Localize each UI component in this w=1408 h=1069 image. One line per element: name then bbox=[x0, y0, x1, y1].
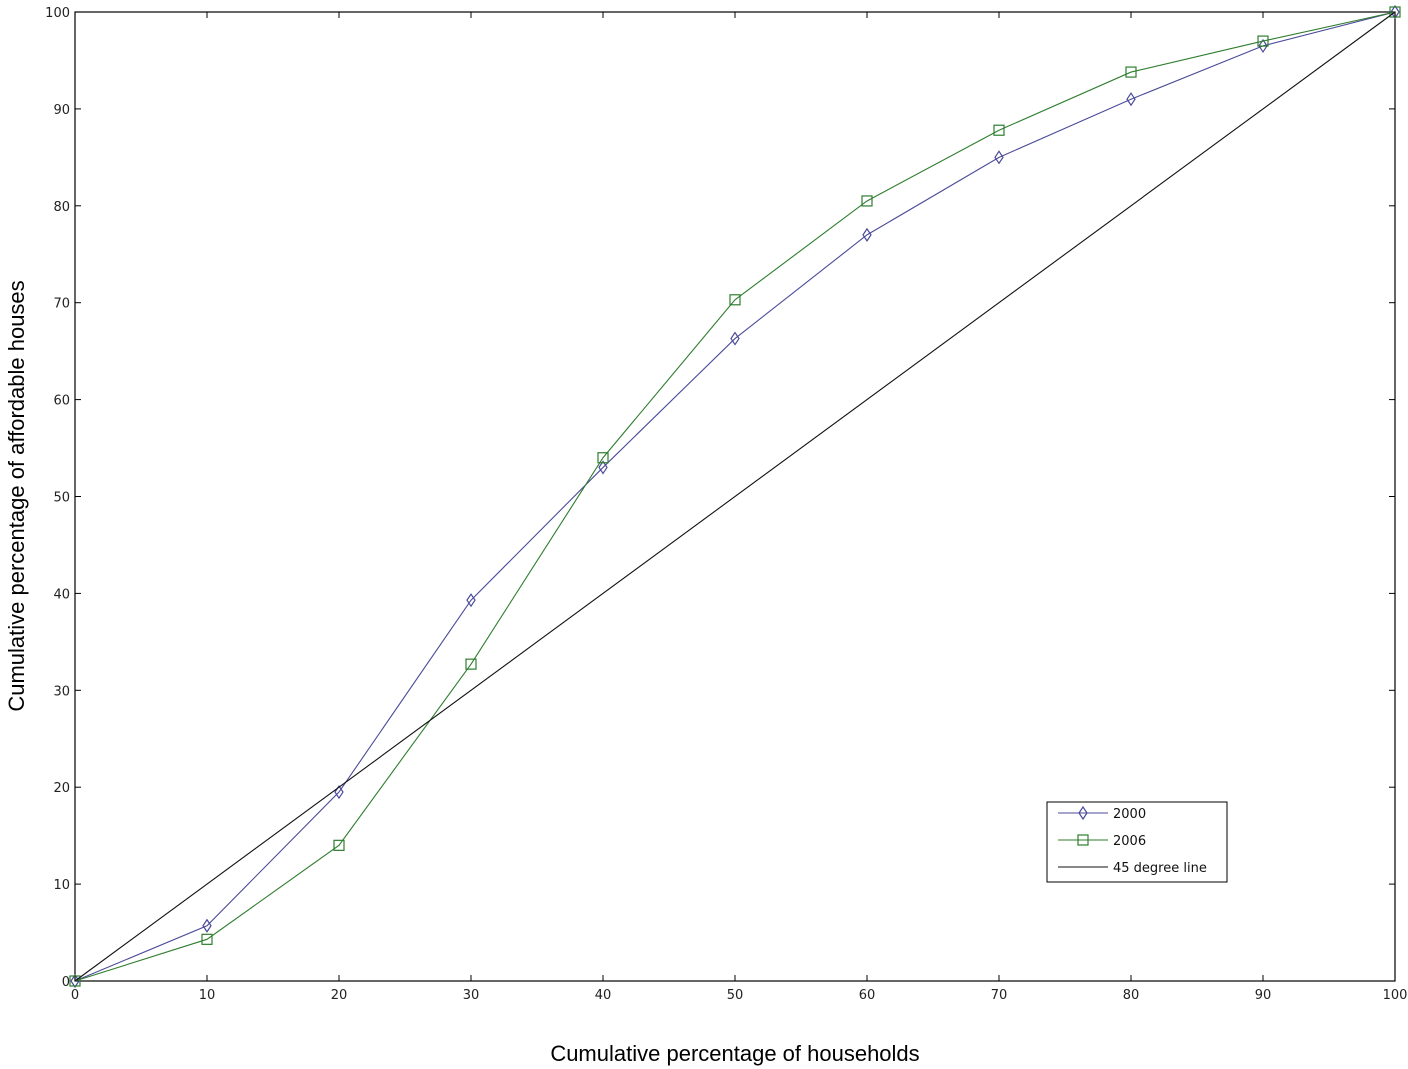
x-tick-label: 30 bbox=[463, 988, 480, 1003]
data-point-2000 bbox=[730, 331, 740, 346]
legend-marker-2006 bbox=[1077, 834, 1089, 846]
data-point-2000 bbox=[202, 918, 212, 933]
legend-label-2006: 2006 bbox=[1113, 834, 1146, 849]
data-point-2000 bbox=[994, 150, 1004, 165]
data-point-2006 bbox=[729, 294, 741, 306]
y-tick-label: 90 bbox=[53, 103, 70, 118]
data-point-2006 bbox=[993, 124, 1005, 136]
data-point-2006 bbox=[333, 839, 345, 851]
x-tick-label: 10 bbox=[199, 988, 216, 1003]
y-tick-label: 10 bbox=[53, 878, 70, 893]
data-point-2006 bbox=[861, 195, 873, 207]
x-tick-label: 60 bbox=[859, 988, 876, 1003]
legend-label-2000: 2000 bbox=[1113, 807, 1146, 822]
data-point-2000 bbox=[466, 593, 476, 608]
data-point-2000 bbox=[1390, 4, 1400, 20]
x-tick-label: 70 bbox=[991, 988, 1008, 1003]
data-point-2006 bbox=[465, 658, 477, 670]
x-tick-label: 100 bbox=[1383, 988, 1408, 1003]
legend: 2000 2006 45 degree line bbox=[1046, 801, 1228, 883]
data-point-2000 bbox=[334, 784, 344, 800]
data-point-2000 bbox=[862, 227, 872, 242]
data-point-2000 bbox=[598, 460, 608, 475]
x-tick-label: 40 bbox=[595, 988, 612, 1003]
y-tick-label: 80 bbox=[53, 200, 70, 215]
y-tick-label: 50 bbox=[53, 491, 70, 506]
data-point-2006 bbox=[597, 452, 609, 464]
y-tick-label: 60 bbox=[53, 394, 70, 409]
legend-box bbox=[1046, 801, 1228, 883]
y-tick-label: 100 bbox=[45, 6, 70, 21]
data-point-2000 bbox=[1126, 92, 1136, 107]
y-tick-label: 30 bbox=[53, 684, 70, 699]
series-line-45-degree-line bbox=[74, 11, 1396, 982]
x-axis: 0 10 20 30 40 50 60 70 80 90 100 bbox=[71, 12, 1408, 1003]
x-axis-label: Cumulative percentage of households bbox=[550, 1041, 919, 1066]
x-tick-label: 90 bbox=[1255, 988, 1272, 1003]
data-point-2006 bbox=[69, 975, 81, 987]
y-axis-label: Cumulative percentage of affordable hous… bbox=[4, 280, 29, 711]
y-tick-label: 20 bbox=[53, 781, 70, 796]
x-tick-label: 20 bbox=[331, 988, 348, 1003]
y-tick-label: 70 bbox=[53, 297, 70, 312]
data-point-2006 bbox=[1125, 66, 1137, 78]
y-tick-label: 0 bbox=[62, 975, 70, 990]
y-tick-label: 40 bbox=[53, 587, 70, 602]
data-point-2006 bbox=[201, 933, 213, 945]
series-line-2000 bbox=[74, 11, 1396, 982]
legend-marker-2000 bbox=[1078, 805, 1088, 821]
data-point-2006 bbox=[1389, 6, 1401, 18]
x-tick-label: 80 bbox=[1123, 988, 1140, 1003]
x-tick-label: 0 bbox=[71, 988, 79, 1003]
x-tick-label: 50 bbox=[727, 988, 744, 1003]
series-line-2006 bbox=[74, 11, 1396, 982]
data-point-2006 bbox=[1257, 35, 1269, 47]
data-point-2000 bbox=[1258, 38, 1268, 53]
series-layer bbox=[69, 4, 1401, 989]
legend-label-45-degree-line: 45 degree line bbox=[1113, 861, 1207, 876]
y-axis: 0 10 20 30 40 50 60 70 80 90 100 bbox=[45, 6, 1395, 990]
